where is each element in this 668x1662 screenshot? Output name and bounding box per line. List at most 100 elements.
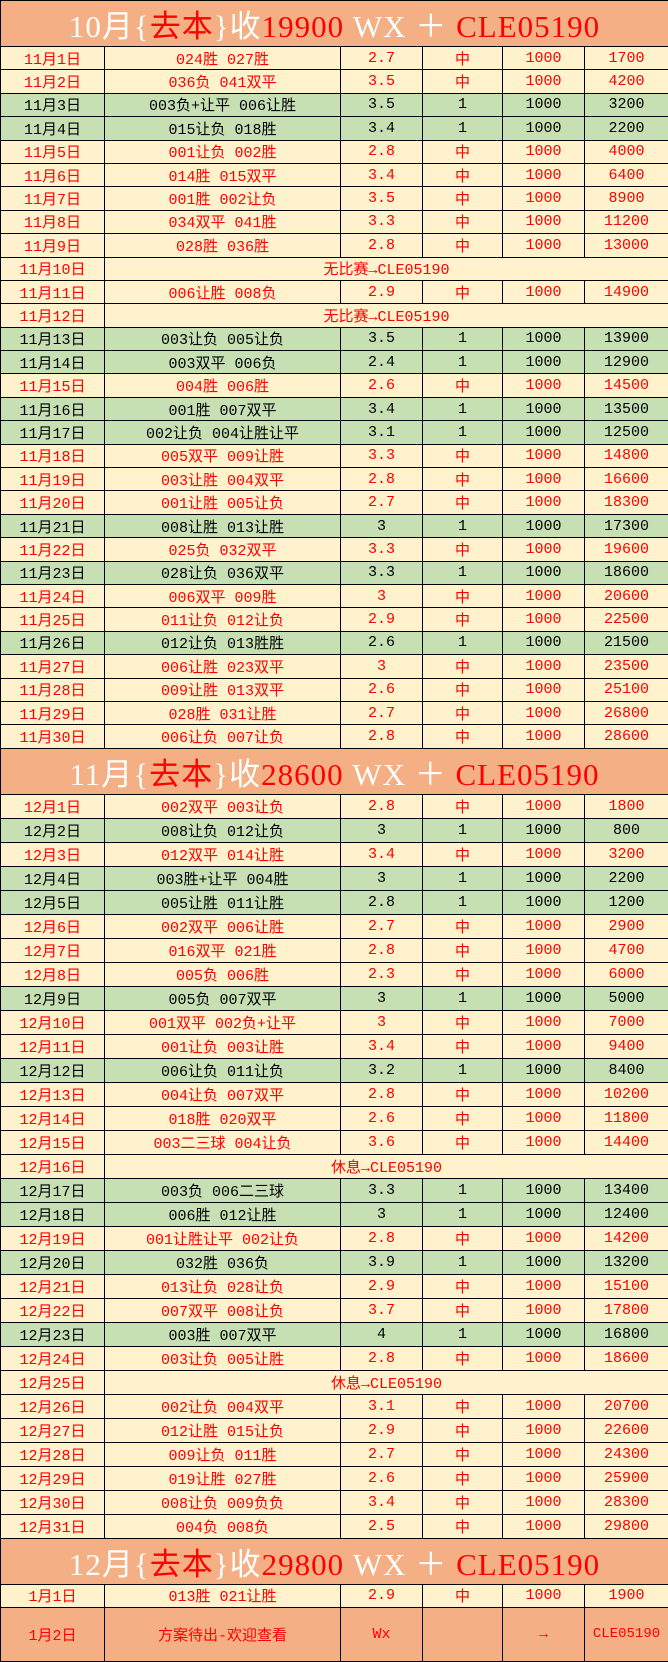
header-text-part: 12月 [69,1547,134,1582]
header-text-part: ＋ [415,9,447,44]
result-cell: 中 [423,538,503,561]
stake-cell: 1000 [503,1514,585,1538]
date-cell: 1月1日 [1,1584,105,1607]
odds-cell: 2.5 [341,1514,423,1538]
picks-cell: 004让负 007双平 [105,1082,341,1106]
odds-cell: 3 [341,986,423,1010]
odds-cell: 3.6 [341,1130,423,1154]
stake-cell: 1000 [503,1490,585,1514]
picks-cell: 005双平 009让胜 [105,444,341,467]
balance-cell: 14900 [585,280,668,303]
picks-cell: 002让负 004双平 [105,1394,341,1418]
picks-cell: 018胜 020双平 [105,1106,341,1130]
rest-day-row: 11月10日无比赛→CLE05190 [1,257,668,280]
balance-cell: 12900 [585,351,668,374]
stake-cell: 1000 [503,725,585,748]
picks-cell: 008让胜 013让胜 [105,514,341,537]
stake-cell: 1000 [503,280,585,303]
odds-cell: 4 [341,1322,423,1346]
odds-cell: 3.9 [341,1250,423,1274]
odds-cell: 2.6 [341,678,423,701]
balance-cell: 23500 [585,655,668,678]
header-text-part: { [134,1547,150,1582]
result-cell: 1 [423,117,503,140]
stake-cell: 1000 [503,468,585,491]
balance-cell: 17800 [585,1298,668,1322]
result-cell: 中 [423,701,503,724]
month-summary-title: 10月{去本}收19900 WX ＋ CLE05190 [1,1,668,47]
header-text-part: 收 [230,9,262,44]
date-cell: 11月14日 [1,351,105,374]
picks-cell: 003双平 006负 [105,351,341,374]
date-cell: 12月8日 [1,962,105,986]
result-cell: 中 [423,1010,503,1034]
picks-cell: 011让负 012让负 [105,608,341,631]
header-text-part: CLE05190 [447,1547,600,1582]
date-cell: 12月9日 [1,986,105,1010]
stake-cell: 1000 [503,117,585,140]
header-text-part: 收 [230,1547,262,1582]
balance-cell: 13200 [585,1250,668,1274]
odds-cell: 3.3 [341,1178,423,1202]
balance-cell: 18300 [585,491,668,514]
picks-cell: 019让胜 027胜 [105,1466,341,1490]
stake-cell: 1000 [503,561,585,584]
picks-cell: 013让负 028让负 [105,1274,341,1298]
month-summary-header: 11月{去本}收28600 WX ＋ CLE05190 [1,748,668,794]
picks-cell: 006双平 009胜 [105,584,341,607]
result-cell: 中 [423,725,503,748]
odds-cell: 2.9 [341,1584,423,1607]
balance-cell: 4700 [585,938,668,962]
balance-cell: 2200 [585,866,668,890]
stake-cell: 1000 [503,514,585,537]
balance-cell: 6400 [585,163,668,186]
date-cell: 12月25日 [1,1370,105,1394]
picks-cell: 005让胜 011让胜 [105,890,341,914]
date-cell: 11月2日 [1,70,105,93]
balance-cell: 24300 [585,1442,668,1466]
date-cell: 11月30日 [1,725,105,748]
balance-cell: 12400 [585,1202,668,1226]
stake-cell: 1000 [503,818,585,842]
date-cell: 11月1日 [1,47,105,70]
date-cell: 12月18日 [1,1202,105,1226]
stake-cell: 1000 [503,1130,585,1154]
picks-cell: 方案待出-欢迎查看 [105,1607,341,1661]
balance-cell: 19600 [585,538,668,561]
date-cell: 12月12日 [1,1058,105,1082]
date-cell: 11月8日 [1,210,105,233]
balance-cell: 13900 [585,327,668,350]
stake-cell: 1000 [503,234,585,257]
odds-cell: 3.3 [341,210,423,233]
date-cell: 12月5日 [1,890,105,914]
result-cell: 1 [423,890,503,914]
header-text-part: CLE05190 [447,757,600,792]
date-cell: 12月3日 [1,842,105,866]
picks-cell: 003负 006二三球 [105,1178,341,1202]
picks-cell: 007双平 008让负 [105,1298,341,1322]
balance-cell: 25900 [585,1466,668,1490]
picks-cell: 013胜 021让胜 [105,1584,341,1607]
odds-cell: 2.8 [341,1082,423,1106]
stake-cell: 1000 [503,538,585,561]
result-cell: 中 [423,794,503,818]
stake-cell: 1000 [503,327,585,350]
odds-cell: 2.7 [341,914,423,938]
odds-cell: 3.4 [341,117,423,140]
result-cell: 1 [423,1250,503,1274]
result-cell: 中 [423,444,503,467]
rest-day-row: 12月16日休息→CLE05190 [1,1154,668,1178]
result-cell [423,1607,503,1661]
